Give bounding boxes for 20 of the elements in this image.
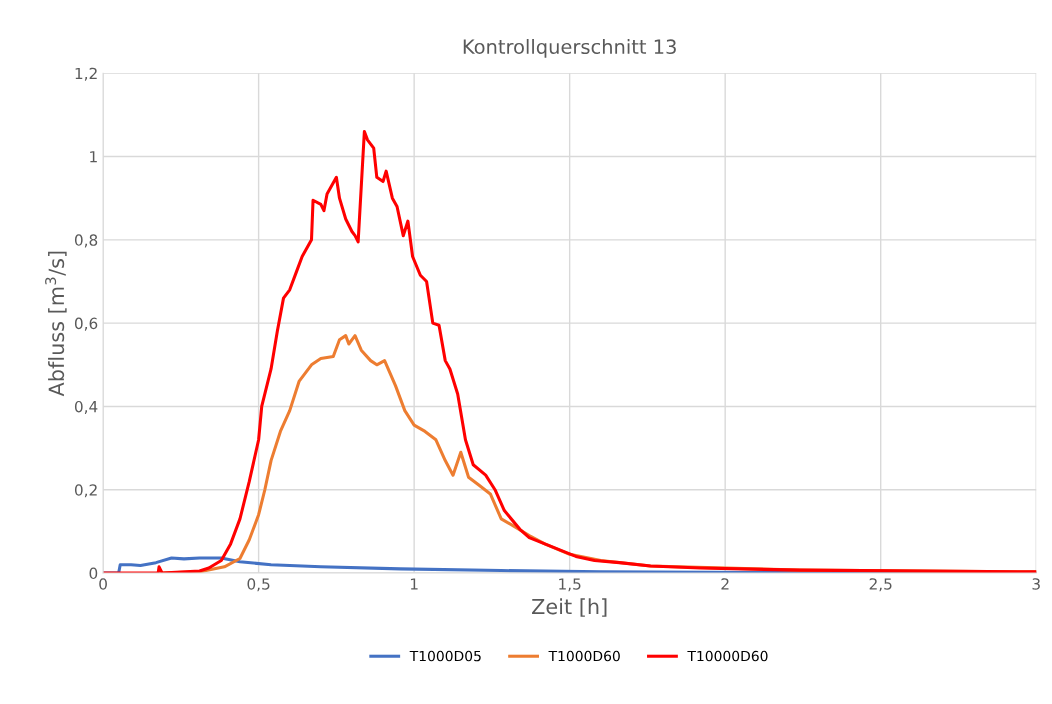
legend-label: T1000D05 [409, 650, 481, 662]
y-tick-label: 0 [89, 567, 98, 580]
legend-label: T1000D60 [548, 650, 620, 662]
y-tick-label: 0,2 [74, 484, 97, 498]
x-tick-label: 2,5 [869, 578, 892, 592]
y-tick-label: 0,4 [74, 400, 98, 415]
x-tick-label: 0,5 [247, 578, 270, 592]
y-axis-title: Abfluss [m$^{3}$/s] [45, 251, 67, 397]
y-tick-label: 1 [90, 151, 97, 163]
x-tick-label: 2 [721, 578, 729, 590]
chart-title: Kontrollquerschnitt 13 [463, 39, 676, 58]
x-tick-label: 1 [410, 578, 418, 590]
y-tick-label: 0,8 [74, 234, 98, 248]
x-tick-label: 0 [99, 578, 107, 590]
y-tick-label: 0,6 [74, 317, 98, 331]
y-tick-label: 1,2 [75, 67, 97, 81]
legend-label: T10000D60 [687, 650, 768, 662]
x-axis-title: Zeit [h] [532, 598, 607, 617]
x-tick-label: 1,5 [559, 578, 581, 592]
x-tick-label: 3 [1032, 578, 1040, 590]
